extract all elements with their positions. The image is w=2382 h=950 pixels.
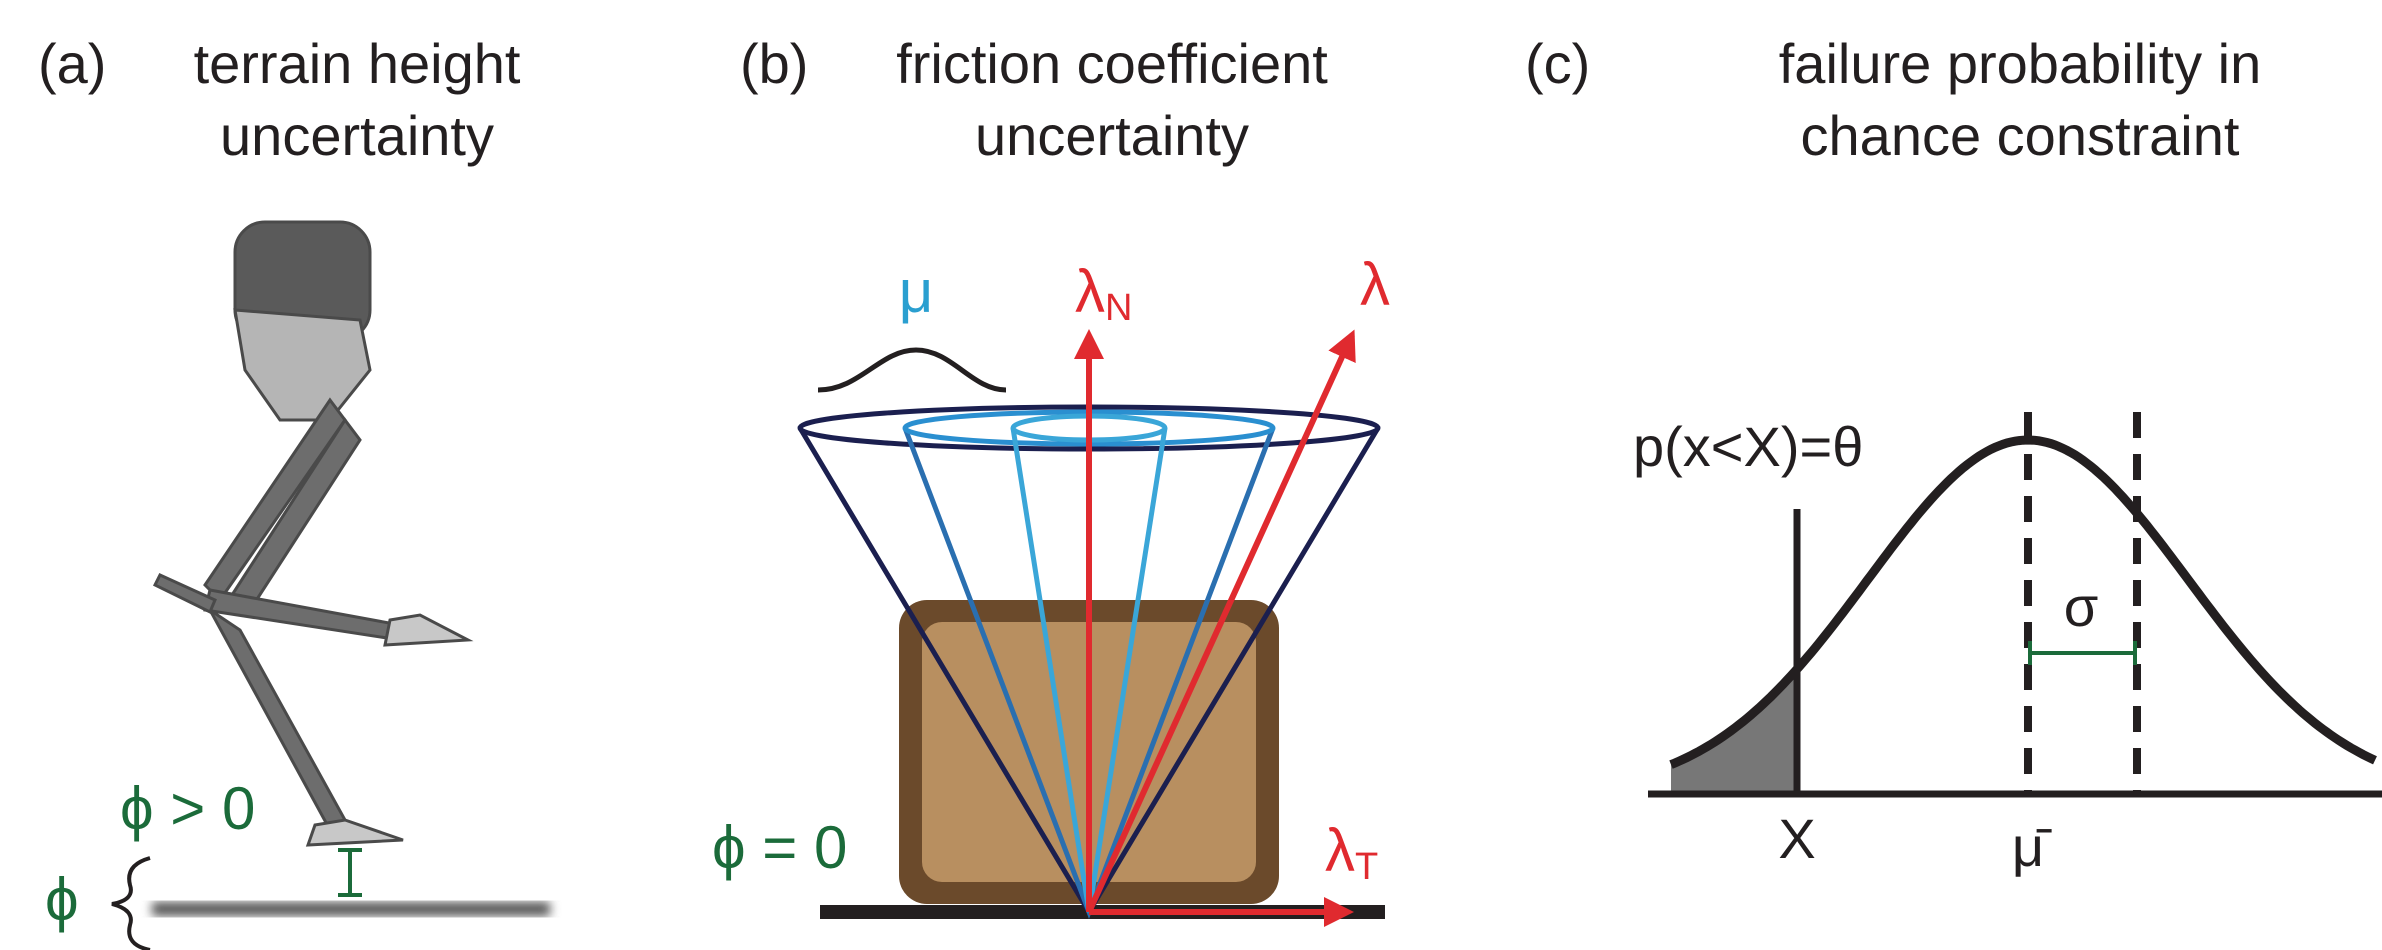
- panel-tag: (a): [38, 32, 106, 95]
- annotation: λT: [1325, 817, 1378, 888]
- panel-title: friction coefficient: [896, 32, 1328, 95]
- annotation: λ: [1360, 251, 1390, 318]
- annotation: ϕ: [45, 866, 79, 933]
- panel-tag: (b): [740, 32, 808, 95]
- annotation: X: [1778, 807, 1815, 870]
- subscript: N: [1105, 287, 1132, 329]
- annotation: ϕ = 0: [712, 814, 847, 881]
- panel-title: uncertainty: [220, 104, 494, 167]
- annotation: λN: [1075, 258, 1132, 329]
- annotation: λ: [1075, 258, 1105, 325]
- annotation: ϕ > 0: [120, 775, 255, 842]
- ground-shadow: [152, 902, 550, 916]
- figure: (a) terrain height uncertainty ϕ > 0 ϕ (…: [0, 0, 2382, 950]
- robot: [155, 222, 468, 845]
- annotation: μ̄: [2012, 815, 2052, 878]
- annotation: λ: [1325, 817, 1355, 884]
- annotation: σ: [2064, 575, 2099, 638]
- panel-title: chance constraint: [1801, 104, 2240, 167]
- panel-b: (b) friction coefficient uncertainty μ λ…: [712, 32, 1390, 912]
- panel-title: failure probability in: [1779, 32, 2261, 95]
- annotation: μ: [899, 258, 934, 325]
- brace: [112, 858, 150, 950]
- subscript: T: [1355, 846, 1378, 888]
- distribution-curve: [818, 350, 1006, 390]
- annotation: p(x<X)=θ: [1633, 415, 1863, 478]
- panel-tag: (c): [1525, 32, 1590, 95]
- panel-title: uncertainty: [975, 104, 1249, 167]
- panel-c: (c) failure probability in chance constr…: [1525, 32, 2382, 878]
- panel-a: (a) terrain height uncertainty ϕ > 0 ϕ: [38, 32, 550, 950]
- panel-title: terrain height: [194, 32, 521, 95]
